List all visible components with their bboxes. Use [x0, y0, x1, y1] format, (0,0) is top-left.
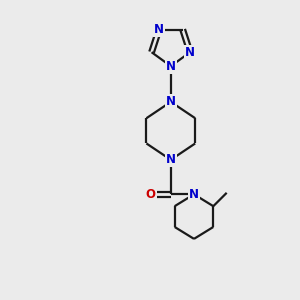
Text: N: N [166, 95, 176, 108]
Text: N: N [154, 23, 164, 36]
Text: N: N [166, 60, 176, 73]
Text: O: O [146, 188, 156, 201]
Text: N: N [185, 46, 195, 59]
Text: N: N [189, 188, 199, 201]
Text: N: N [166, 153, 176, 166]
